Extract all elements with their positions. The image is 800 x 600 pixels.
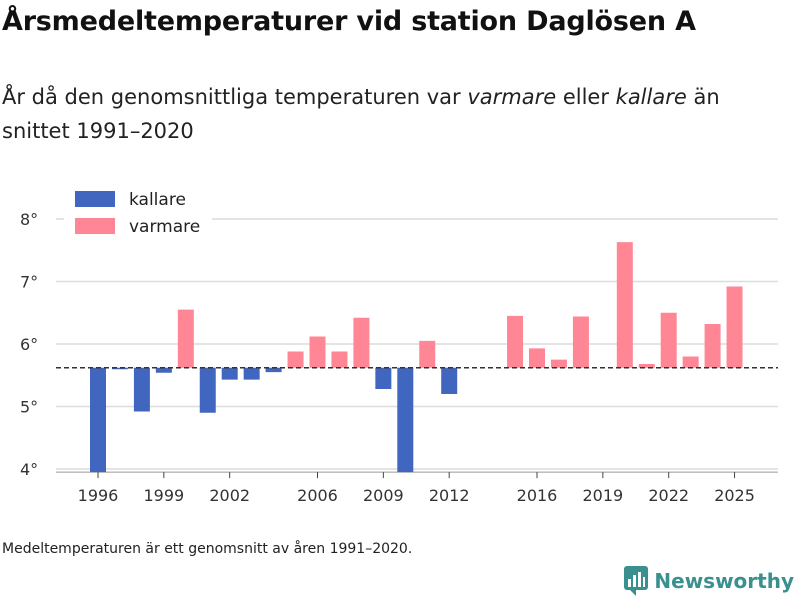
x-tick-label: 2006 [297, 486, 338, 505]
subtitle-text-3: än snittet 1991–2020 [2, 85, 720, 143]
bar-2005 [287, 351, 304, 368]
bar-2000 [177, 309, 194, 368]
legend-label-cold: kallare [129, 190, 186, 210]
newsworthy-logo-icon [624, 566, 649, 596]
bar-1999 [155, 367, 172, 373]
y-tick-label: 5° [20, 398, 38, 417]
legend-swatch-warm [75, 218, 115, 234]
x-tick-label: 2002 [209, 486, 250, 505]
y-tick-label: 7° [20, 273, 38, 292]
y-tick-label: 8° [20, 210, 38, 229]
chart-subtitle: År då den genomsnittliga temperaturen va… [2, 80, 782, 148]
brand-name: Newsworthy [654, 569, 794, 593]
bar-2015 [507, 315, 524, 368]
x-tick-label: 2012 [429, 486, 470, 505]
bar-2004 [265, 367, 282, 373]
bar-2011 [419, 340, 436, 368]
bar-2007 [331, 351, 348, 368]
bar-1997 [111, 367, 128, 370]
bar-1996 [90, 367, 106, 473]
bar-2020 [616, 242, 633, 368]
bar-2003 [243, 367, 260, 380]
subtitle-text-2: eller [556, 85, 616, 109]
legend-label-warm: varmare [129, 217, 200, 237]
subtitle-warm-word: varmare [467, 85, 557, 109]
bar-2024 [704, 324, 721, 368]
bar-1998 [133, 367, 150, 412]
chart-title: Årsmedeltemperaturer vid station Daglöse… [2, 6, 696, 37]
legend-swatch-cold [75, 191, 115, 207]
bar-2001 [199, 367, 216, 413]
y-tick-label: 4° [20, 460, 38, 479]
newsworthy-brand: Newsworthy [624, 566, 794, 596]
bar-2017 [550, 359, 567, 368]
subtitle-cold-word: kallare [615, 85, 687, 109]
x-tick-label: 1999 [143, 486, 184, 505]
bar-2002 [221, 367, 238, 380]
x-tick-label: 2016 [517, 486, 558, 505]
bar-2021 [638, 364, 655, 368]
y-tick-label: 6° [20, 335, 38, 354]
bar-2016 [529, 348, 545, 368]
bar-2025 [726, 286, 743, 368]
temperature-bar-chart: 4° 5° 6° 7° 8° 1996 1999 2002 2006 2009 2012 2016 20… [20, 182, 778, 505]
bar-2008 [353, 317, 370, 368]
bar-2023 [682, 356, 699, 368]
bar-2009 [375, 367, 392, 389]
x-tick-label: 2009 [363, 486, 404, 505]
x-tick-label: 1996 [78, 486, 119, 505]
subtitle-text-1: År då den genomsnittliga temperaturen va… [2, 85, 468, 109]
bar-2012 [441, 367, 458, 394]
x-tick-label: 2022 [648, 486, 689, 505]
bar-2006 [309, 336, 326, 368]
bar-2018 [572, 316, 589, 368]
bar-2022 [660, 312, 677, 368]
bar-2010 [397, 367, 414, 473]
x-tick-label: 2019 [582, 486, 623, 505]
x-tick-label: 2025 [714, 486, 755, 505]
footnote: Medeltemperaturen är ett genomsnitt av å… [2, 541, 413, 557]
